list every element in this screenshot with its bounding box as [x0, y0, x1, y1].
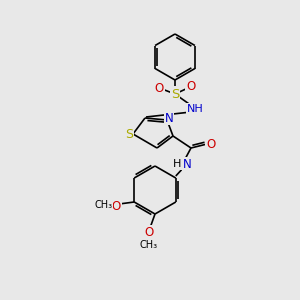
- Text: N: N: [183, 158, 191, 170]
- Text: N: N: [165, 112, 173, 124]
- Text: O: O: [112, 200, 121, 212]
- Text: O: O: [206, 137, 216, 151]
- Text: CH₃: CH₃: [140, 240, 158, 250]
- Text: H: H: [173, 159, 181, 169]
- Text: NH: NH: [187, 104, 203, 114]
- Text: O: O: [144, 226, 154, 238]
- Text: CH₃: CH₃: [94, 200, 112, 210]
- Text: S: S: [171, 88, 179, 100]
- Text: O: O: [186, 80, 196, 92]
- Text: O: O: [154, 82, 164, 94]
- Text: S: S: [125, 128, 133, 140]
